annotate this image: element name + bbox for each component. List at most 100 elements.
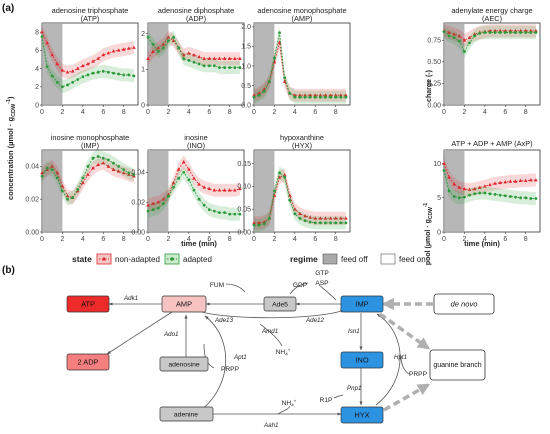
point-non-adapted [442,161,446,165]
point-non-adapted [513,179,518,183]
x-tick-label: 6 [503,109,507,116]
chart-title: adenylate energy charge [451,6,532,15]
y-tick-label: 0 [35,102,39,109]
point-adapted [303,219,307,223]
x-tick-label: 0 [252,109,256,116]
point-adapted [228,212,232,216]
point-adapted [252,95,256,99]
y-tick-label: 0.10 [237,184,251,191]
edge-prpp-2 [399,353,411,375]
x-tick-label: 0 [146,236,150,243]
point-adapted [55,176,59,180]
point-adapted [91,156,95,160]
chart-subtitle: (AEC) [482,14,502,23]
point-non-adapted [457,33,462,38]
point-adapted [488,192,492,196]
point-non-adapted [156,45,161,50]
x-tick-label: 2 [166,109,170,116]
point-adapted [262,222,266,226]
node-imp-label: IMP [355,299,368,308]
x-tick-label: 8 [524,109,528,116]
x-axis-label-2: time (min) [464,239,500,248]
point-non-adapted [318,93,323,97]
chart-aec: adenylate energy charge(AEC) 0.00 0.25 0.50… [427,6,541,116]
point-adapted [447,189,451,193]
point-non-adapted [472,186,477,191]
chart-imp: inosine monophosphate(IMP) 0.00 0.02 0.04 0 2… [25,133,139,243]
y-tick-label: 0.25 [427,81,441,88]
chart-title: hypoxanthine [280,133,324,142]
point-non-adapted [187,51,191,55]
point-non-adapted [116,169,121,173]
point-adapted [202,64,206,68]
point-adapted [442,30,446,34]
x-tick-label: 4 [187,236,191,243]
point-non-adapted [60,68,65,72]
point-non-adapted [55,170,60,175]
point-adapted [468,193,471,197]
panel-b-label: (b) [2,265,15,276]
point-adapted [473,34,477,38]
point-adapted [117,165,120,168]
point-adapted [228,66,232,69]
chart-subtitle: (AMP) [292,14,313,23]
point-adapted [503,31,507,34]
point-adapted [452,36,456,40]
point-adapted [498,31,502,34]
point-adapted [207,208,211,212]
point-adapted [452,195,456,198]
x-tick-label: 0 [40,109,44,116]
chart-title: inosine [184,133,207,142]
legend-swatch-feed-on [380,253,396,265]
point-non-adapted [176,167,181,171]
point-non-adapted [161,42,166,46]
node-adenine-label: adenine [174,411,198,418]
point-adapted [344,221,348,225]
point-non-adapted [161,197,166,201]
point-adapted [524,31,528,34]
point-adapted [212,64,216,68]
y-axis-label-concentration: concentration (µmol · gCDW-1) [6,96,17,200]
enzyme-ade12: Ade12 [305,317,324,324]
y-tick-label: 0 [141,102,145,109]
point-adapted [151,208,155,212]
ribbon-non-adapted [444,24,536,47]
enzyme-apt1: Apt1 [233,354,247,361]
pathway-grey-arrows [378,297,433,412]
point-non-adapted [106,164,111,168]
point-adapted [334,95,338,99]
point-adapted [182,170,186,174]
y-tick-label: 6 [35,48,39,55]
point-adapted [187,178,191,182]
point-adapted [519,31,522,34]
point-adapted [288,198,292,202]
point-adapted [318,95,322,99]
node-hyx: HYX [340,406,384,424]
point-non-adapted [467,35,472,39]
point-adapted [283,175,287,179]
x-tick-label: 0 [146,109,150,116]
x-tick-label: 8 [122,109,126,116]
point-non-adapted [146,56,150,60]
node-ino-label: INO [355,355,368,364]
ribbon-adapted [148,30,240,75]
point-adapted [313,221,317,225]
point-non-adapted [303,214,307,218]
node-adp2-label: 2 ADP [78,357,99,366]
point-non-adapted [252,220,256,225]
point-adapted [50,74,54,78]
point-non-adapted [192,53,196,57]
point-adapted [488,31,492,34]
y-tick-label: 2.0 [241,24,251,31]
point-adapted [313,95,317,99]
point-non-adapted [192,176,196,180]
point-non-adapted [282,79,287,83]
point-adapted [172,185,175,189]
point-non-adapted [227,188,232,192]
y-tick-label: 4 [35,66,39,73]
point-non-adapted [181,159,186,164]
point-non-adapted [313,216,318,220]
point-adapted [283,76,287,80]
point-non-adapted [523,178,528,183]
point-adapted [112,161,115,165]
